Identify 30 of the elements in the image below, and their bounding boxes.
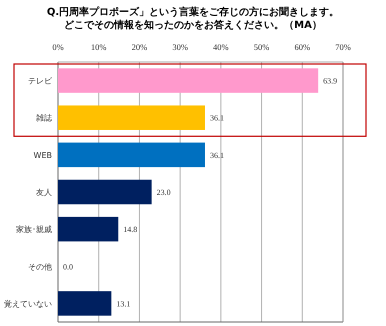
data-label: 36.1: [210, 150, 224, 160]
bar: [58, 105, 205, 130]
y-tick-label: 雑誌: [36, 114, 52, 123]
x-tick-label: 30%: [172, 42, 188, 52]
data-label: 36.1: [210, 114, 224, 123]
x-tick-label: 70%: [335, 42, 351, 52]
x-tick-label: 60%: [294, 42, 310, 52]
bar: [58, 216, 118, 242]
x-tick-label: 10%: [90, 42, 107, 52]
y-tick-label: WEB: [34, 150, 52, 160]
y-tick-label: テレビ: [28, 76, 53, 86]
chart-title: Q.円周率プロポーズ」という言葉をご存じの方にお聞きします。: [46, 6, 340, 18]
x-tick-label: 50%: [254, 42, 270, 52]
chart-subtitle: どこでその情報を知ったのかをお答えください。（MA）: [64, 19, 322, 31]
y-tick-label: 覚えていない: [4, 299, 52, 308]
data-label: 63.9: [323, 76, 338, 86]
x-tick-label: 20%: [132, 42, 148, 52]
bar: [58, 142, 205, 168]
data-label: 0.0: [63, 262, 73, 272]
x-tick-label: 0%: [52, 42, 64, 52]
x-tick-label: 40%: [213, 42, 229, 52]
data-label: 23.0: [156, 188, 171, 197]
data-label: 14.8: [123, 225, 138, 234]
bar: [58, 180, 152, 204]
bar: [58, 68, 318, 93]
y-tick-label: 家族･親戚: [16, 225, 52, 234]
data-label: 13.1: [116, 299, 130, 308]
y-tick-label: その他: [28, 262, 52, 272]
y-tick-label: 友人: [36, 188, 52, 197]
bar: [58, 291, 112, 316]
